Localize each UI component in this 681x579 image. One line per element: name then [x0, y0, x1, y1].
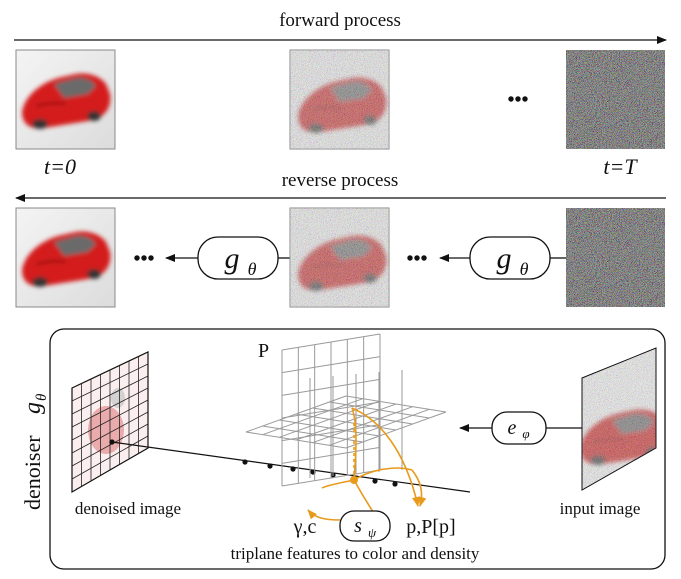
- camera-ray: [111, 441, 471, 493]
- grid-line: [71, 423, 149, 467]
- denoiser-panel-frame: [49, 328, 666, 570]
- svg-text:denoiser: denoiser: [20, 435, 45, 510]
- forward-process-label: forward process: [279, 10, 401, 31]
- ellipsis-reverse-right: •••: [406, 248, 427, 270]
- svg-text:g: g: [20, 402, 46, 414]
- svg-text:θ: θ: [248, 259, 257, 279]
- pure-noise-image-top: [566, 50, 665, 149]
- decoder-box: s ψ: [339, 510, 391, 542]
- triplane-line: [345, 411, 447, 449]
- grid-line: [71, 399, 149, 441]
- ray-sample-points: [109, 439, 398, 487]
- svg-text:e: e: [508, 417, 517, 439]
- input-image: [581, 347, 657, 491]
- noisy-car-image-top: [289, 49, 390, 150]
- reverse-process-label: reverse process: [282, 170, 399, 191]
- svg-text:θ: θ: [520, 259, 529, 279]
- grid-line: [71, 435, 149, 480]
- svg-text:φ: φ: [522, 426, 529, 441]
- svg-text:θ: θ: [34, 393, 50, 401]
- denoised-image-caption: denoised image: [75, 499, 181, 518]
- input-p-Pp: p,P[p]: [406, 516, 455, 538]
- bottom-caption: triplane features to color and density: [231, 544, 480, 563]
- svg-text:g: g: [497, 242, 512, 275]
- feature-flow-arrows: [307, 407, 427, 523]
- svg-text:ψ: ψ: [368, 525, 377, 540]
- ellipsis-top: •••: [507, 89, 528, 111]
- triplane-line: [281, 446, 381, 464]
- triplane-line: [281, 469, 381, 487]
- denoised-image-grid: [71, 351, 149, 494]
- tT-label: t=T: [603, 154, 638, 179]
- triplane-line: [345, 395, 447, 413]
- clean-car-image-reverse: [15, 207, 116, 308]
- clean-car-image-top: [15, 49, 116, 150]
- svg-text:s: s: [354, 515, 362, 537]
- encoder-box: e φ: [491, 411, 547, 445]
- denoiser-box-right: g θ: [469, 236, 551, 280]
- ellipsis-reverse-left: •••: [133, 248, 154, 270]
- pure-noise-image-reverse: [566, 208, 665, 307]
- triplane-line: [312, 406, 413, 444]
- triplane-grid: [245, 333, 447, 487]
- triplane-label: P: [258, 340, 269, 362]
- noisy-car-image-reverse: [289, 207, 390, 308]
- svg-text:g: g: [225, 242, 240, 275]
- grid-line: [71, 411, 149, 454]
- denoiser-box-left: g θ: [197, 236, 279, 280]
- input-image-caption: input image: [560, 499, 641, 518]
- query-point: [350, 476, 358, 484]
- denoiser-side-title: denoiser g θ: [20, 393, 50, 510]
- output-gamma-c: γ,c: [293, 516, 317, 538]
- t0-label: t=0: [44, 154, 76, 179]
- triplane-line: [295, 403, 397, 441]
